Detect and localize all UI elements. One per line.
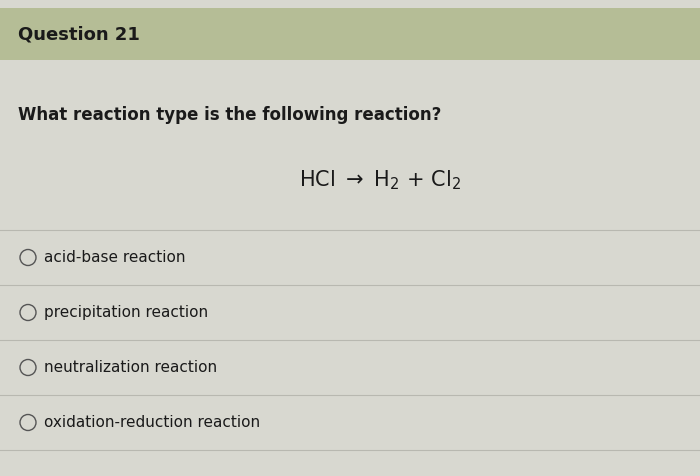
Bar — [0, 8, 700, 60]
Text: precipitation reaction: precipitation reaction — [44, 305, 208, 320]
Bar — [0, 60, 700, 476]
Text: Question 21: Question 21 — [18, 25, 140, 43]
Text: What reaction type is the following reaction?: What reaction type is the following reac… — [18, 106, 442, 124]
Text: neutralization reaction: neutralization reaction — [44, 360, 217, 375]
Text: HCl $\rightarrow$ H$_2$ + Cl$_2$: HCl $\rightarrow$ H$_2$ + Cl$_2$ — [299, 168, 461, 192]
Bar — [0, 0, 700, 8]
Text: acid-base reaction: acid-base reaction — [44, 250, 186, 265]
Text: oxidation-reduction reaction: oxidation-reduction reaction — [44, 415, 260, 430]
